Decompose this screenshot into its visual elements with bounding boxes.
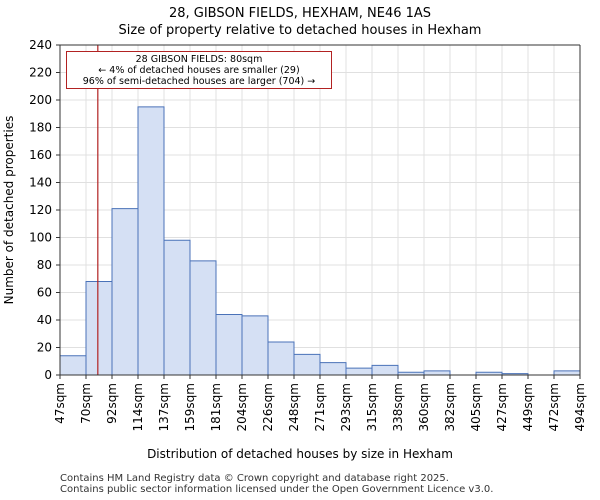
bar	[163, 239, 191, 376]
footer-line-1: Contains HM Land Registry data © Crown c…	[60, 473, 449, 484]
bar	[319, 362, 347, 376]
x-tick-label: 360sqm	[417, 383, 431, 431]
x-tick-label: 114sqm	[131, 383, 145, 431]
bar	[215, 314, 243, 376]
x-tick-label: 315sqm	[365, 383, 379, 431]
bar	[85, 281, 113, 376]
x-tick-label: 204sqm	[235, 383, 249, 431]
bar	[111, 208, 139, 376]
x-tick-label: 338sqm	[391, 383, 405, 431]
label-layer: 0 20 40 60 80 100 120 140 160 180 200 220 240 47sqm 70…	[2, 38, 587, 461]
x-tick-label: 494sqm	[573, 383, 587, 431]
x-tick-label: 427sqm	[495, 383, 509, 431]
x-tick-label: 248sqm	[287, 383, 301, 431]
bar	[371, 364, 399, 376]
x-tick-label: 271sqm	[313, 383, 327, 431]
y-tick-label: 140	[29, 176, 52, 190]
bar	[293, 353, 321, 376]
x-axis-title: Distribution of detached houses by size …	[147, 447, 453, 461]
x-tick-label: 137sqm	[157, 383, 171, 431]
x-tick-label: 70sqm	[79, 383, 93, 424]
bar	[189, 260, 217, 376]
x-tick-label: 181sqm	[209, 383, 223, 431]
footer-line-2: Contains public sector information licen…	[60, 484, 494, 495]
annotation-line-2: ← 4% of detached houses are smaller (29)	[98, 65, 300, 76]
y-tick-label: 60	[37, 286, 52, 300]
x-tick-label: 382sqm	[443, 383, 457, 431]
y-tick-label: 220	[29, 66, 52, 80]
y-tick-label: 200	[29, 93, 52, 107]
x-tick-label: 159sqm	[183, 383, 197, 431]
chart-title: 28, GIBSON FIELDS, HEXHAM, NE46 1AS	[168, 6, 432, 21]
y-tick-label: 180	[29, 121, 52, 135]
y-tick-label: 0	[44, 368, 52, 382]
bar	[137, 106, 165, 376]
y-tick-label: 80	[37, 258, 52, 272]
annotation-box: 28 GIBSON FIELDS: 80sqm ← 4% of detached…	[66, 51, 332, 89]
x-tick-label: 226sqm	[261, 383, 275, 431]
y-axis-title: Number of detached properties	[2, 116, 16, 305]
y-tick-label: 100	[29, 231, 52, 245]
bar	[59, 355, 87, 376]
bar	[423, 370, 451, 376]
x-tick-label: 405sqm	[469, 383, 483, 431]
y-tick-label: 160	[29, 148, 52, 162]
y-tick-label: 20	[37, 341, 52, 355]
y-tick-label: 120	[29, 203, 52, 217]
bar	[241, 315, 269, 376]
y-tick-label: 240	[29, 38, 52, 52]
bar-layer	[59, 106, 581, 376]
x-tick-label: 92sqm	[105, 383, 119, 424]
y-tick-label: 40	[37, 313, 52, 327]
x-tick-label: 293sqm	[339, 383, 353, 431]
x-tick-label: 47sqm	[53, 383, 67, 424]
annotation-line-1: 28 GIBSON FIELDS: 80sqm	[135, 54, 263, 65]
bar	[345, 367, 373, 376]
bar	[553, 370, 581, 376]
chart-subtitle: Size of property relative to detached ho…	[118, 23, 482, 38]
x-tick-label: 472sqm	[547, 383, 561, 431]
annotation-line-3: 96% of semi-detached houses are larger (…	[82, 76, 316, 87]
x-tick-label: 449sqm	[521, 383, 535, 431]
axis-layer	[56, 44, 581, 379]
bar	[267, 341, 295, 376]
